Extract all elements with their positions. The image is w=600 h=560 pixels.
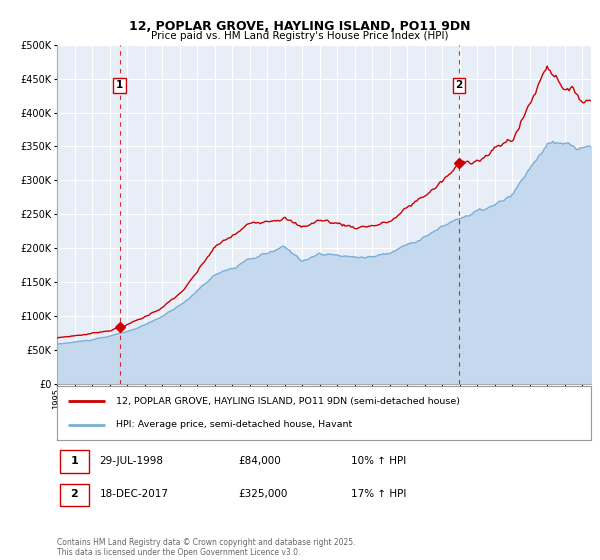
Text: Contains HM Land Registry data © Crown copyright and database right 2025.
This d: Contains HM Land Registry data © Crown c…: [57, 538, 355, 557]
Text: Price paid vs. HM Land Registry's House Price Index (HPI): Price paid vs. HM Land Registry's House …: [151, 31, 449, 41]
Text: 2: 2: [70, 489, 78, 500]
Text: HPI: Average price, semi-detached house, Havant: HPI: Average price, semi-detached house,…: [116, 420, 352, 429]
Text: 18-DEC-2017: 18-DEC-2017: [100, 489, 169, 500]
Text: £84,000: £84,000: [239, 456, 281, 466]
Text: 1: 1: [116, 81, 123, 91]
Text: £325,000: £325,000: [239, 489, 288, 500]
Text: 12, POPLAR GROVE, HAYLING ISLAND, PO11 9DN: 12, POPLAR GROVE, HAYLING ISLAND, PO11 9…: [129, 20, 471, 32]
Text: 10% ↑ HPI: 10% ↑ HPI: [351, 456, 406, 466]
Text: 2: 2: [455, 81, 463, 91]
FancyBboxPatch shape: [59, 484, 89, 506]
Text: 29-JUL-1998: 29-JUL-1998: [100, 456, 164, 466]
Text: 12, POPLAR GROVE, HAYLING ISLAND, PO11 9DN (semi-detached house): 12, POPLAR GROVE, HAYLING ISLAND, PO11 9…: [116, 397, 460, 406]
Text: 17% ↑ HPI: 17% ↑ HPI: [351, 489, 406, 500]
FancyBboxPatch shape: [59, 450, 89, 473]
Text: 1: 1: [70, 456, 78, 466]
